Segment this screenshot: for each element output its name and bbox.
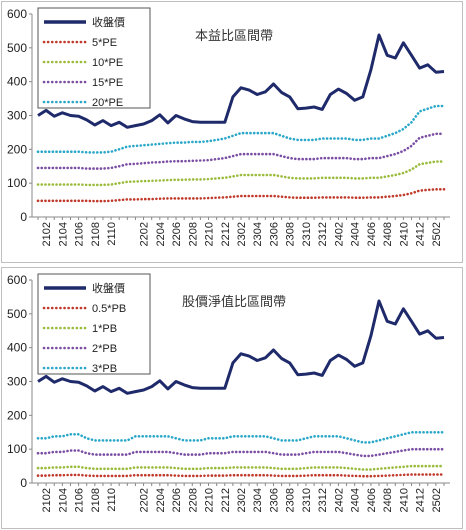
y-tick-label: 400 <box>7 341 27 355</box>
series-line-4 <box>36 104 446 154</box>
y-tick-label: 100 <box>7 176 27 190</box>
series-line-0 <box>37 33 445 129</box>
y-tick-label: 500 <box>7 41 27 55</box>
pb-band-chart-svg: 0 100 200 300 400 500 600 2102 2104 2106 2108 2110 2… <box>7 273 450 512</box>
y-tick-label: 600 <box>7 273 27 287</box>
legend: 收盤價 0.5*PB 1*PB 2*PB 3*PB <box>37 273 151 375</box>
x-tick-label: 2412 <box>415 488 427 512</box>
y-tick-label: 500 <box>7 307 27 321</box>
x-tick-label: 2410 <box>398 222 410 246</box>
x-tick-label: 2208 <box>187 488 199 512</box>
x-tick-label: 2204 <box>155 488 167 512</box>
x-tick-label: 2202 <box>139 222 151 246</box>
y-tick-label: 0 <box>20 476 27 490</box>
x-tick-label: 2206 <box>171 222 183 246</box>
legend-label-4: 3*PB <box>92 363 117 375</box>
series-line-2 <box>36 464 446 471</box>
pe-band-chart-svg: 0 100 200 300 400 500 600 2102 2104 2106 2108 2110 2… <box>7 7 450 246</box>
series-line-4 <box>36 431 446 444</box>
x-tick-label: 2110 <box>106 222 118 246</box>
x-tick-label: 2202 <box>139 488 151 512</box>
x-tick-label: 2108 <box>90 222 102 246</box>
y-tick-label: 200 <box>7 408 27 422</box>
legend-label-3: 2*PB <box>92 343 117 355</box>
x-tick-label: 2402 <box>333 222 345 246</box>
x-tick-label: 2106 <box>74 488 86 512</box>
y-tick-label: 100 <box>7 442 27 456</box>
legend-label-2: 10*PE <box>92 57 123 69</box>
series-line-1 <box>36 473 446 478</box>
x-tick-label: 2212 <box>220 488 232 512</box>
x-tick-label: 2104 <box>57 222 69 246</box>
x-tick-label: 2212 <box>220 222 232 246</box>
y-tick-label: 200 <box>7 142 27 156</box>
x-tick-label: 2308 <box>285 222 297 246</box>
series-line-3 <box>36 447 446 458</box>
legend-label-3: 15*PE <box>92 77 123 89</box>
x-tick-label: 2302 <box>236 222 248 246</box>
x-tick-label: 2108 <box>90 488 102 512</box>
x-tick-label: 2312 <box>317 222 329 246</box>
x-tick-label: 2412 <box>415 222 427 246</box>
x-tick-label: 2204 <box>155 222 167 246</box>
x-tick-label: 2110 <box>106 488 118 512</box>
x-tick-label: 2306 <box>268 488 280 512</box>
legend-label-1: 0.5*PB <box>92 303 126 315</box>
y-tick-label: 300 <box>7 109 27 123</box>
legend-label-2: 1*PB <box>92 323 117 335</box>
series-line-1 <box>36 188 446 203</box>
x-tick-label: 2502 <box>431 222 443 246</box>
x-tick-label: 2306 <box>268 222 280 246</box>
x-tick-label: 2502 <box>431 488 443 512</box>
legend-box <box>37 7 151 109</box>
x-tick-label: 2410 <box>398 488 410 512</box>
series-line-2 <box>36 160 446 187</box>
y-tick-label: 600 <box>7 7 27 21</box>
legend-box <box>37 273 151 375</box>
x-tick-label: 2302 <box>236 488 248 512</box>
y-tick-label: 300 <box>7 375 27 389</box>
series-line-3 <box>36 132 446 170</box>
legend-label-1: 5*PE <box>92 37 117 49</box>
x-tick-label: 2310 <box>301 222 313 246</box>
x-tick-label: 2406 <box>366 222 378 246</box>
x-tick-label: 2210 <box>204 488 216 512</box>
legend-label-0: 收盤價 <box>92 15 125 29</box>
x-tick-label: 2404 <box>350 488 362 512</box>
x-tick-label: 2304 <box>252 222 264 246</box>
x-tick-label: 2104 <box>57 488 69 512</box>
legend-label-4: 20*PE <box>92 97 123 109</box>
legend: 收盤價 5*PE 10*PE 15*PE 20*PE <box>37 7 151 109</box>
x-tick-label: 2206 <box>171 488 183 512</box>
x-tick-label: 2310 <box>301 488 313 512</box>
x-tick-label: 2304 <box>252 488 264 512</box>
pe-band-chart: 0 100 200 300 400 500 600 2102 2104 2106 2108 2110 2… <box>1 1 463 263</box>
x-tick-label: 2102 <box>41 222 53 246</box>
x-tick-label: 2308 <box>285 488 297 512</box>
chart-title: 本益比區間帶 <box>195 28 273 43</box>
y-tick-label: 400 <box>7 75 27 89</box>
x-tick-label: 2406 <box>366 488 378 512</box>
chart-title: 股價淨值比區間帶 <box>182 294 286 309</box>
x-tick-label: 2402 <box>333 488 345 512</box>
x-tick-label: 2312 <box>317 488 329 512</box>
x-tick-label: 2106 <box>74 222 86 246</box>
x-tick-label: 2208 <box>187 222 199 246</box>
x-tick-label: 2102 <box>41 488 53 512</box>
legend-label-0: 收盤價 <box>92 281 125 295</box>
x-tick-label: 2408 <box>382 488 394 512</box>
x-tick-label: 2408 <box>382 222 394 246</box>
x-tick-label: 2404 <box>350 222 362 246</box>
series-line-0 <box>37 299 445 395</box>
y-tick-label: 0 <box>20 210 27 224</box>
pb-band-chart: 0 100 200 300 400 500 600 2102 2104 2106 2108 2110 2… <box>1 267 463 529</box>
x-tick-label: 2210 <box>204 222 216 246</box>
